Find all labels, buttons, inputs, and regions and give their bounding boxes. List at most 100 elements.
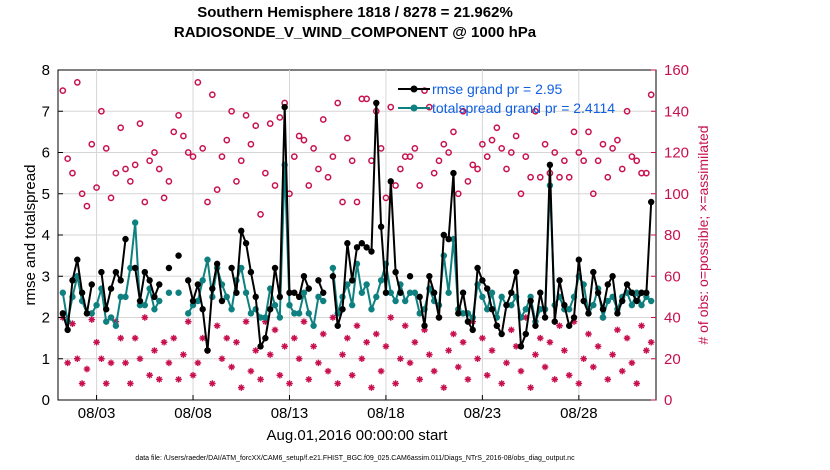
rmse-point — [151, 293, 158, 301]
obs-possible-point — [392, 182, 399, 189]
obs-possible-point — [310, 145, 317, 152]
obs-assimilated-point — [580, 355, 587, 363]
obs-possible-point — [406, 153, 414, 160]
chart-title: Southern Hemisphere 1818 / 8278 = 21.962… — [197, 4, 513, 21]
obs-assimilated-point — [479, 334, 486, 342]
obs-possible-point — [73, 79, 81, 86]
rmse-point — [165, 264, 173, 272]
rmse-point — [295, 293, 303, 301]
obs-possible-point — [165, 178, 173, 185]
obs-possible-point — [643, 169, 650, 177]
obs-possible-point — [305, 182, 313, 189]
obs-possible-point — [483, 153, 491, 160]
rmse-point — [397, 289, 404, 296]
rmse-point — [527, 297, 534, 305]
rmse-point — [348, 277, 356, 284]
chart-subtitle: RADIOSONDE_V_WIND_COMPONENT @ 1000 hPa — [174, 24, 537, 41]
totalspread-point — [122, 293, 129, 301]
rmse-point — [209, 285, 216, 292]
obs-possible-point — [175, 112, 182, 119]
rmse-point — [213, 260, 221, 268]
y-axis-ticks: 0 1 2 3 4 5 6 7 8 — [42, 62, 63, 409]
obs-possible-point — [93, 184, 100, 191]
rmse-point — [247, 268, 255, 276]
obs-assimilated-point — [421, 326, 428, 334]
rmse-point — [479, 277, 486, 284]
obs-possible-point — [199, 145, 207, 152]
rmse-point — [377, 223, 385, 230]
obs-assimilated-point — [98, 355, 105, 363]
rmse-point — [570, 314, 578, 321]
obs-assimilated-point — [450, 330, 457, 338]
obs-possible-point — [580, 157, 588, 165]
rmse-point — [484, 285, 491, 292]
rmse-point — [228, 264, 235, 272]
rmse-point — [185, 277, 192, 284]
legend-spread-label: totalspread grand pr = 2.4114 — [432, 100, 615, 116]
totalspread-point — [141, 301, 149, 309]
obs-possible-point — [585, 128, 592, 136]
obs-assimilated-point — [247, 367, 255, 375]
rmse-point — [334, 322, 341, 329]
rmse-point — [64, 326, 71, 334]
obs-possible-point — [271, 182, 279, 189]
totalspread-point — [276, 314, 284, 321]
rmse-point — [117, 277, 124, 284]
totalspread-point — [131, 219, 139, 226]
y2-tick-label: 0 — [664, 392, 672, 409]
totalspread-point — [358, 289, 366, 296]
obs-possible-point — [570, 128, 578, 136]
obs-possible-point — [633, 157, 641, 165]
rmse-series — [59, 99, 655, 354]
obs-assimilated-point — [512, 343, 520, 350]
rmse-point — [88, 281, 95, 288]
obs-possible-point — [498, 145, 506, 152]
totalspread-point — [300, 289, 308, 296]
rmse-point — [242, 240, 250, 247]
rmse-point — [107, 285, 115, 292]
rmse-point — [305, 285, 312, 292]
obs-possible-point — [594, 157, 602, 165]
obs-possible-point — [474, 165, 481, 173]
totalspread-point — [402, 297, 409, 305]
totalspread-point — [151, 306, 158, 313]
obs-assimilated-point — [411, 338, 419, 346]
obs-assimilated-point — [590, 363, 597, 371]
obs-assimilated-point — [286, 380, 293, 387]
obs-possible-point — [599, 140, 607, 148]
obs-possible-point — [522, 153, 530, 160]
obs-possible-point — [223, 136, 231, 144]
y2-axis-ticks: 0 20 40 60 80 100 120 140 160 — [651, 62, 689, 409]
y2-tick-label: 80 — [664, 227, 681, 244]
obs-possible-point — [536, 173, 544, 181]
obs-possible-point — [180, 132, 187, 140]
obs-assimilated-point — [440, 384, 448, 391]
obs-possible-point — [160, 194, 168, 202]
rmse-point — [131, 264, 139, 272]
obs-assimilated-point — [83, 365, 91, 373]
obs-possible-point — [445, 149, 452, 156]
totalspread-point — [175, 289, 182, 296]
obs-possible-point — [324, 173, 332, 181]
obs-possible-point — [507, 149, 515, 156]
totalspread-point — [112, 322, 120, 329]
obs-possible-point — [614, 136, 621, 144]
obs-assimilated-point — [73, 355, 81, 363]
obs-possible-point — [348, 157, 356, 165]
obs-assimilated-point — [609, 351, 616, 358]
x-axis-label: Aug.01,2016 00:00:00 start — [267, 427, 449, 444]
rmse-point — [614, 310, 621, 317]
obs-assimilated-point — [117, 334, 124, 342]
rmse-point — [512, 268, 520, 276]
totalspread-point — [638, 301, 645, 309]
obs-assimilated-point — [281, 343, 288, 350]
rmse-point — [353, 244, 361, 251]
obs-assimilated-point — [262, 318, 269, 325]
legend-spread-marker — [410, 104, 418, 112]
obs-possible-point — [382, 194, 390, 202]
rmse-point — [426, 273, 433, 280]
obs-possible-point — [561, 157, 568, 165]
obs-possible-point — [98, 107, 105, 115]
obs-assimilated-point — [122, 359, 129, 367]
rmse-point — [262, 334, 269, 342]
